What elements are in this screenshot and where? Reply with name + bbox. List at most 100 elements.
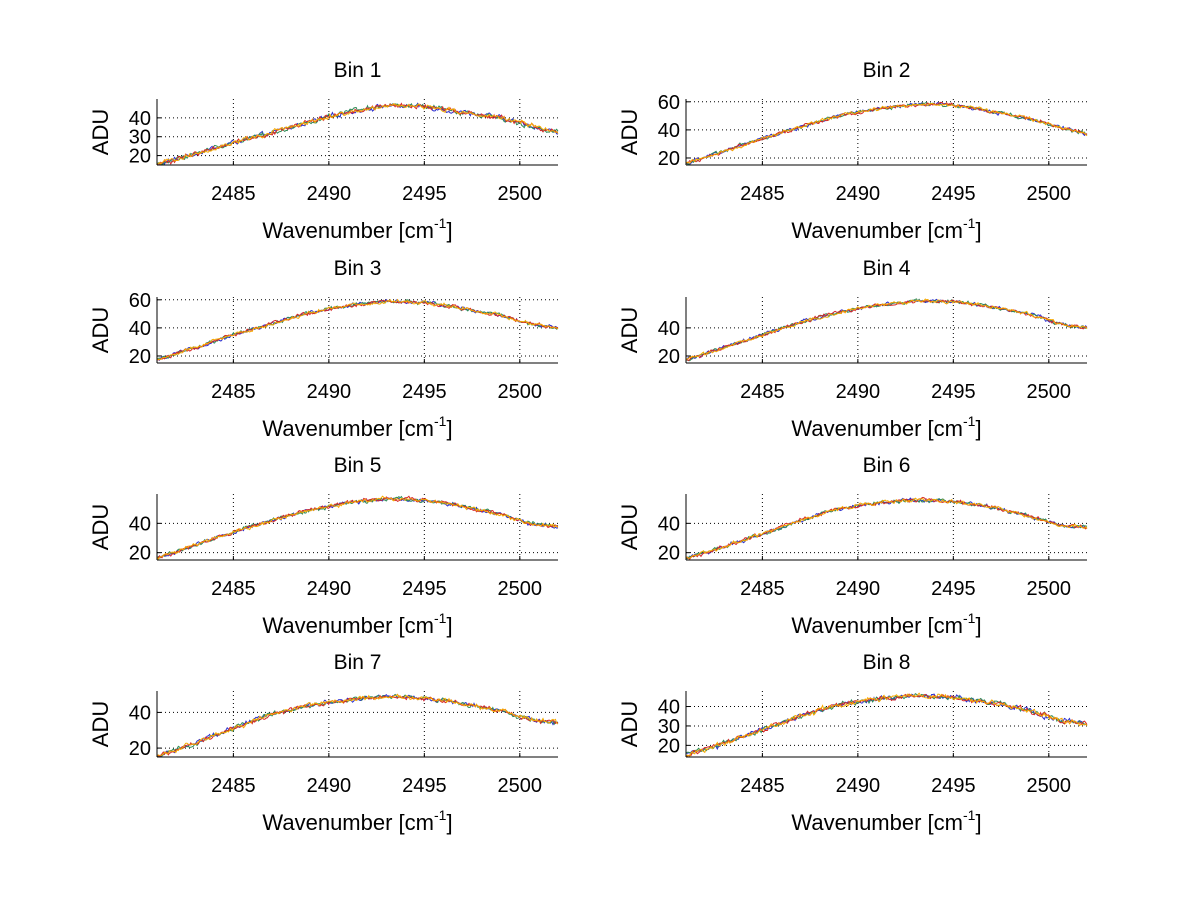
x-tick-label: 2500 (1027, 183, 1072, 205)
x-tick-label: 2500 (498, 381, 543, 403)
data-series-line (685, 692, 1088, 758)
x-axis-label: Wavenumber [cm-1] (262, 807, 452, 835)
y-axis-label: ADU (617, 307, 642, 353)
x-tick-label: 2485 (740, 381, 785, 403)
x-tick-label: 2485 (211, 183, 256, 205)
y-tick-label: 20 (129, 346, 151, 368)
x-tick-label: 2500 (498, 775, 543, 797)
x-axis-label-superscript: -1 (963, 413, 976, 429)
x-axis-label-close: ] (975, 810, 981, 835)
x-tick-label: 2495 (931, 183, 976, 205)
x-tick-label: 2500 (1027, 578, 1072, 600)
x-tick-label: 2495 (931, 578, 976, 600)
y-axis-label: ADU (617, 504, 642, 550)
x-tick-label: 2485 (211, 578, 256, 600)
x-tick-label: 2500 (1027, 381, 1072, 403)
subplot-bin-7: Bin 7 2485 2490 2495 2500 20 40 ADU Wavenumber [… (88, 651, 559, 835)
y-tick-label: 20 (129, 543, 151, 565)
subplot-title: Bin 5 (334, 454, 382, 477)
x-axis-label-main: Wavenumber [cm (791, 416, 963, 441)
x-axis-label: Wavenumber [cm-1] (791, 215, 981, 243)
data-series-line (685, 693, 1088, 758)
x-tick-label: 2495 (402, 183, 447, 205)
subplot-title: Bin 7 (334, 651, 382, 674)
x-tick-label: 2490 (836, 381, 881, 403)
data-series-line (685, 298, 1088, 361)
x-tick-label: 2490 (836, 775, 881, 797)
x-axis-label-superscript: -1 (963, 807, 976, 823)
subplot-bin-3: Bin 3 2485 2490 2495 2500 20 40 60 ADU Wavenumber… (88, 257, 559, 441)
data-series-line (156, 298, 559, 361)
subplot-title: Bin 6 (863, 454, 911, 477)
y-tick-label: 40 (129, 702, 151, 724)
y-tick-label: 40 (129, 318, 151, 340)
x-tick-label: 2500 (498, 183, 543, 205)
x-axis-label-main: Wavenumber [cm (262, 613, 434, 638)
x-axis-label-main: Wavenumber [cm (791, 218, 963, 243)
x-tick-label: 2500 (1027, 775, 1072, 797)
x-tick-label: 2495 (402, 381, 447, 403)
x-tick-label: 2490 (836, 578, 881, 600)
y-axis-label: ADU (88, 109, 113, 155)
y-tick-label: 30 (658, 716, 680, 738)
y-tick-label: 60 (658, 92, 680, 114)
y-axis-label: ADU (617, 701, 642, 747)
y-tick-label: 20 (658, 543, 680, 565)
data-series-line (685, 102, 1088, 164)
x-axis-label-main: Wavenumber [cm (791, 613, 963, 638)
x-axis-label-superscript: -1 (434, 215, 447, 231)
y-axis-label: ADU (88, 307, 113, 353)
x-axis-label: Wavenumber [cm-1] (791, 807, 981, 835)
subplot-bin-6: Bin 6 2485 2490 2495 2500 20 40 ADU Wavenumber [… (617, 454, 1088, 638)
x-axis-label-superscript: -1 (434, 413, 447, 429)
y-tick-label: 30 (129, 127, 151, 149)
x-axis-label: Wavenumber [cm-1] (791, 413, 981, 441)
subplot-title: Bin 8 (863, 651, 911, 674)
subplot-title: Bin 1 (334, 59, 382, 82)
x-axis-label-close: ] (446, 416, 452, 441)
x-tick-label: 2485 (211, 381, 256, 403)
x-axis-label: Wavenumber [cm-1] (262, 215, 452, 243)
y-tick-label: 20 (129, 738, 151, 760)
x-axis-label-superscript: -1 (434, 807, 447, 823)
y-tick-label: 40 (658, 318, 680, 340)
y-tick-label: 40 (129, 108, 151, 130)
x-tick-label: 2485 (211, 775, 256, 797)
y-tick-label: 20 (658, 148, 680, 170)
x-tick-label: 2495 (931, 381, 976, 403)
y-axis-label: ADU (617, 109, 642, 155)
x-axis-label-main: Wavenumber [cm (262, 416, 434, 441)
x-axis-label: Wavenumber [cm-1] (262, 413, 452, 441)
x-tick-label: 2490 (307, 578, 352, 600)
subplot-title: Bin 3 (334, 257, 382, 280)
x-tick-label: 2500 (498, 578, 543, 600)
x-tick-label: 2485 (740, 183, 785, 205)
x-axis-label-close: ] (446, 613, 452, 638)
x-axis-label-close: ] (975, 416, 981, 441)
y-tick-label: 60 (129, 290, 151, 312)
data-series-line (156, 102, 559, 166)
subplot-title: Bin 2 (863, 59, 911, 82)
x-tick-label: 2490 (836, 183, 881, 205)
x-tick-label: 2485 (740, 775, 785, 797)
subplot-bin-4: Bin 4 2485 2490 2495 2500 20 40 ADU Wavenumber [… (617, 257, 1088, 441)
x-axis-label: Wavenumber [cm-1] (262, 610, 452, 638)
y-tick-label: 40 (658, 120, 680, 142)
y-tick-label: 20 (658, 735, 680, 757)
subplot-bin-5: Bin 5 2485 2490 2495 2500 20 40 ADU Wavenumber [… (88, 454, 559, 638)
y-axis-label: ADU (88, 504, 113, 550)
x-axis-label: Wavenumber [cm-1] (791, 610, 981, 638)
x-axis-label-superscript: -1 (963, 215, 976, 231)
x-axis-label-close: ] (446, 810, 452, 835)
y-tick-label: 20 (129, 146, 151, 168)
data-series-line (685, 497, 1088, 560)
x-axis-label-superscript: -1 (434, 610, 447, 626)
x-axis-label-main: Wavenumber [cm (262, 810, 434, 835)
x-tick-label: 2490 (307, 381, 352, 403)
x-axis-label-close: ] (975, 218, 981, 243)
subplot-title: Bin 4 (863, 257, 911, 280)
